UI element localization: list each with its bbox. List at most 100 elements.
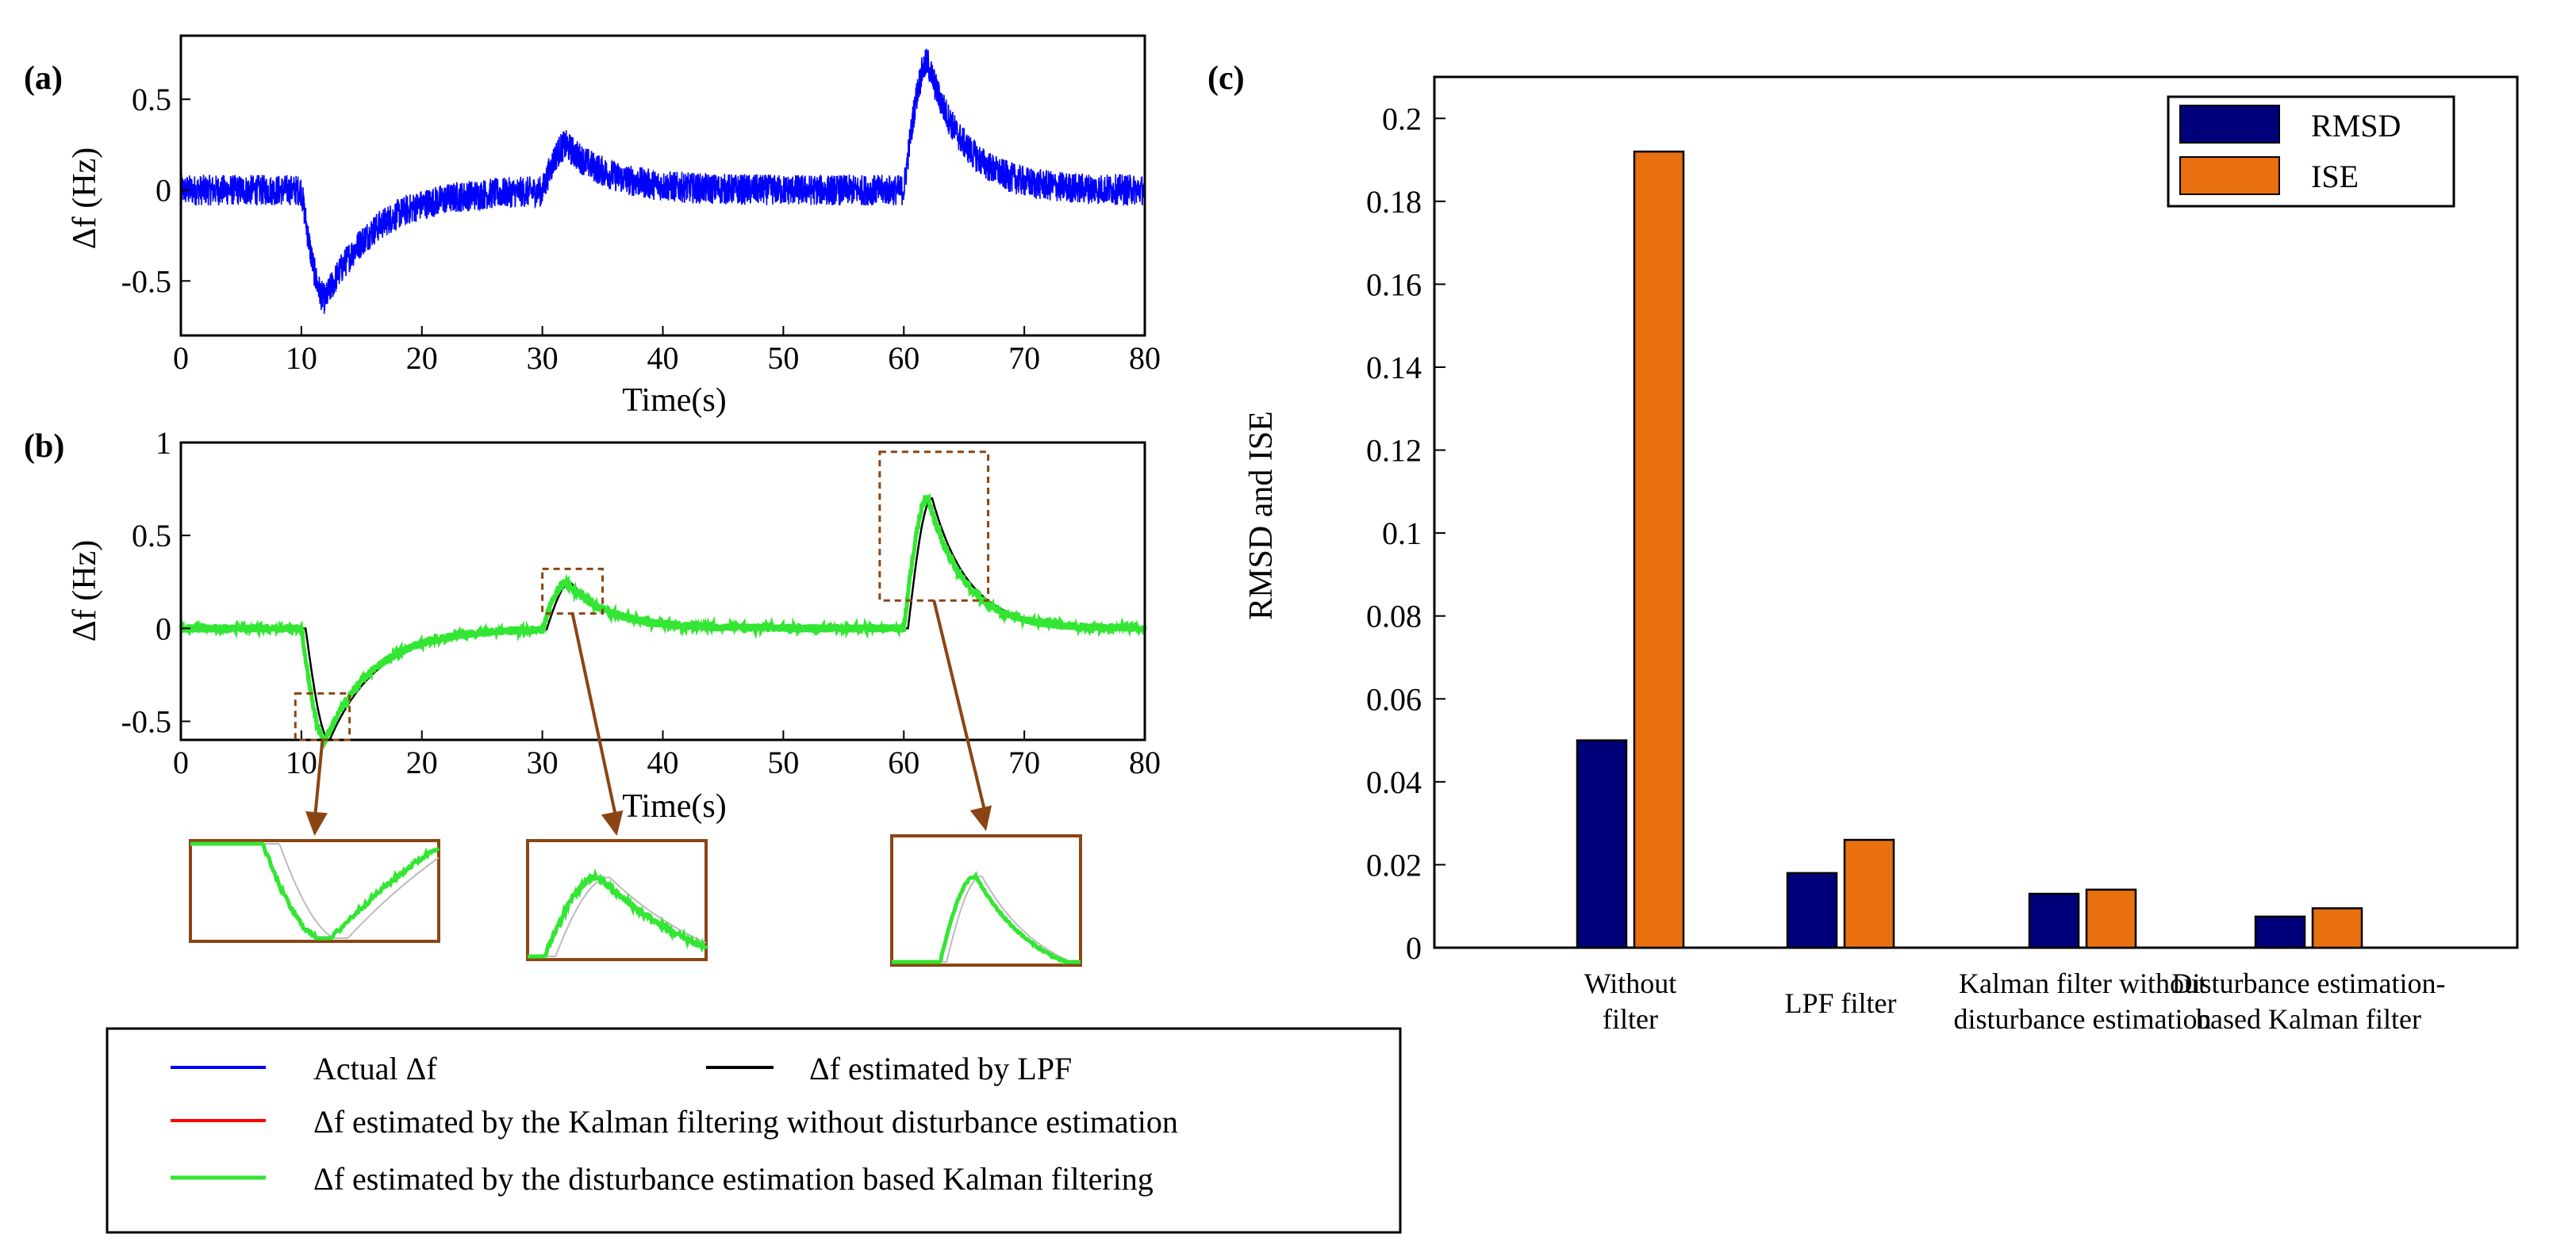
x-tick-label: 0 [173,340,189,376]
x-tick-label: 0 [173,745,189,780]
legend-rmsd-label: RMSD [2311,108,2401,144]
y-tick-label: 0.5 [132,518,171,554]
x-tick-label: 20 [406,745,438,780]
x-tick-label: 60 [888,340,919,376]
y-tick-label: 0 [155,173,171,209]
panel-c-bars: Without filter LPF filter Kalman filter wit… [1576,150,2446,1035]
zoom-arrow [932,600,988,818]
y-tick-label: -0.5 [121,263,171,299]
panel-c-ylabel: RMSD and ISE [1243,411,1280,620]
y-tick-label: 0.2 [1382,101,1422,136]
category-label-line: based Kalman filter [2196,1003,2421,1035]
y-tick-label: 0 [1406,930,1422,966]
category-label: Kalman filter without disturbance estimat… [1954,968,2212,1035]
panel-c-ticks: 0 0.02 0.04 0.06 0.08 0.1 0.12 0.14 0.16 0.18 0.2 [1366,101,1445,966]
panel-b-ylabel: Δf (Hz) [67,540,103,642]
ise-bar [2085,888,2137,949]
x-tick-label: 30 [527,340,559,376]
category-label-line: disturbance estimation [1954,1003,2212,1035]
zoom-inset-frame [189,839,440,943]
x-tick-label: 60 [888,745,919,780]
bar-legend: RMSD ISE [2167,95,2455,208]
panel-c-label: (c) [1207,60,1245,97]
actual-signal-line [180,48,1146,314]
zoom-arrow-head [969,805,992,831]
legend-ise-label: ISE [2311,159,2359,194]
category-label: Disturbance estimation-based Kalman filt… [2172,968,2446,1035]
zoom-insets [189,450,1082,967]
panel-b-xlabel: Time(s) [622,788,726,825]
panel-b-ticks: 0 10 20 30 40 50 60 70 80-0.500.51 [121,425,1161,780]
legend-kalman-label: Δf estimated by the Kalman filtering wit… [313,1104,1178,1140]
line-legend: Actual Δf Δf estimated by LPF Δf estimat… [106,1027,1402,1234]
panel-b-plot: 0 10 20 30 40 50 60 70 80-0.500.51 Δf (Hz) Time(… [67,425,1161,967]
zoom-arrow [313,739,324,822]
category-label: LPF filter [1785,987,1897,1019]
panel-a-ylabel: Δf (Hz) [67,148,103,249]
y-tick-label: 0.1 [1382,515,1422,551]
x-tick-label: 40 [647,745,679,780]
x-tick-label: 70 [1008,745,1040,780]
y-tick-label: 0 [155,611,171,646]
x-tick-label: 80 [1129,340,1161,376]
ise-bar [2311,907,2363,949]
category-label: Without filter [1584,968,1677,1035]
category-label-line: Disturbance estimation- [2172,968,2446,999]
panel-b-frame [179,441,1146,741]
panel-a-xlabel: Time(s) [622,382,726,419]
x-tick-label: 50 [767,745,799,780]
zoom-inset-frame [526,839,708,961]
rmsd-bar [1786,872,1838,949]
zoom-dekf-line [892,871,1081,965]
zoom-window [878,450,990,602]
panel-a-plot: 0 10 20 30 40 50 60 70 80 -0.5 0 0.5 Δf (Hz) Time(s… [67,34,1161,419]
ise-bar [1843,838,1895,949]
line-legend-frame [106,1027,1402,1234]
rmsd-bar [2254,915,2306,949]
category-label-line: LPF filter [1785,987,1897,1019]
dekf-estimate-line [179,493,1147,749]
category-label-line: Without [1584,968,1677,999]
zoom-inset-frame [890,834,1082,967]
panel-a-ticks: 0 10 20 30 40 50 60 70 80 -0.5 0 0.5 [121,82,1161,376]
y-tick-label: 0.14 [1366,350,1422,385]
category-label-line: filter [1603,1003,1658,1035]
zoom-arrow-head [305,810,328,836]
panel-b-data [179,493,1147,749]
legend-dekf-label: Δf estimated by the disturbance estimati… [313,1161,1154,1197]
y-tick-label: 0.08 [1366,599,1422,634]
x-tick-label: 10 [286,745,317,780]
panel-b-label: (b) [24,428,64,465]
zoom-reference-line [528,876,707,957]
panel-c-bar-chart: Without filter LPF filter Kalman filter wit… [1243,75,2519,1035]
legend-rmsd-swatch [2179,105,2280,144]
legend-ise-swatch [2179,156,2280,195]
x-tick-label: 50 [767,340,799,376]
y-tick-label: 0.5 [132,82,171,117]
x-tick-label: 70 [1008,340,1040,376]
x-tick-label: 30 [527,745,559,780]
y-tick-label: 0.06 [1366,681,1422,717]
legend-lpf-label: Δf estimated by LPF [809,1051,1072,1086]
y-tick-label: 0.04 [1366,764,1422,800]
y-tick-label: 0.02 [1366,847,1422,883]
y-tick-label: 0.16 [1366,266,1422,302]
panel-a-label: (a) [24,60,63,97]
y-tick-label: -0.5 [121,704,171,740]
x-tick-label: 80 [1129,745,1161,780]
panel-c-frame [1433,75,2519,949]
rmsd-bar [2028,892,2080,949]
y-tick-label: 1 [155,425,171,461]
legend-actual-label: Actual Δf [313,1051,437,1086]
y-tick-label: 0.18 [1366,184,1422,220]
zoom-arrow [570,613,619,822]
zoom-arrow-head [601,810,624,836]
x-tick-label: 40 [647,340,679,376]
x-tick-label: 20 [406,340,438,376]
panel-a-data [180,48,1146,314]
rmsd-bar [1576,739,1628,949]
category-label-line: Kalman filter without [1959,968,2206,999]
zoom-dekf-line [528,868,708,959]
x-tick-label: 10 [286,340,317,376]
